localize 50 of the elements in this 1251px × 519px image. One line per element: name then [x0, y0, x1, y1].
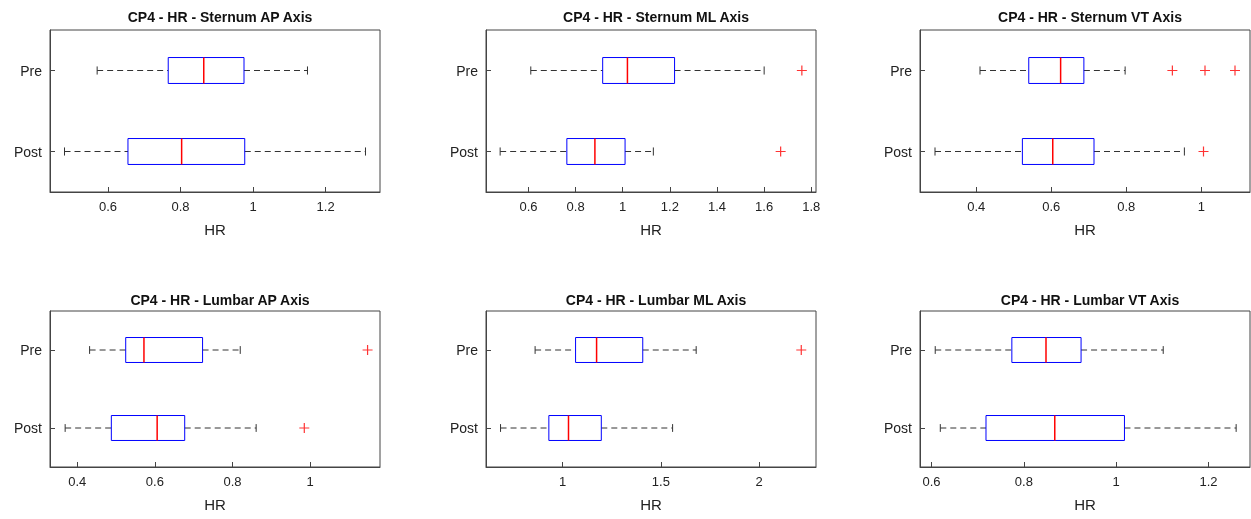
x-tick-label: 0.8	[566, 199, 585, 214]
y-tick-label: Pre	[456, 342, 479, 358]
chart-title: CP4 - HR - Sternum AP Axis	[127, 9, 313, 25]
y-tick-label: Post	[13, 420, 43, 436]
y-tick-label: Pre	[890, 62, 913, 79]
x-tick-label: 1	[558, 474, 567, 489]
x-tick-label: 0.6	[519, 199, 538, 214]
x-axis-title: HR	[204, 496, 226, 513]
x-tick-label: 0.4	[967, 199, 986, 214]
x-tick-label: 0.8	[1014, 474, 1033, 489]
x-tick-label: 0.8	[1117, 199, 1136, 214]
y-tick-label: Post	[883, 420, 913, 436]
y-tick-label: Post	[449, 143, 479, 160]
x-tick-label: 1	[619, 199, 627, 214]
y-tick-label: Pre	[20, 342, 43, 358]
x-tick-label: 0.8	[223, 474, 242, 489]
x-tick-label: 1	[249, 199, 257, 214]
x-axis-title: HR	[204, 221, 226, 238]
x-tick-label: 0.4	[68, 474, 87, 489]
x-tick-label: 0.8	[171, 199, 190, 214]
chart-title: CP4 - HR - Lumbar VT Axis	[1000, 292, 1180, 308]
x-tick-label: 0.6	[98, 199, 118, 214]
x-tick-label: 1.6	[755, 199, 774, 214]
x-tick-label: 1.2	[316, 199, 335, 214]
x-axis-title: HR	[640, 221, 662, 238]
y-tick-label: Pre	[20, 62, 43, 79]
y-tick-label: Pre	[890, 342, 913, 358]
x-tick-label: 1.2	[1199, 474, 1218, 489]
y-tick-label: Post	[883, 143, 913, 160]
x-axis-title: HR	[1074, 496, 1096, 513]
x-axis-title: HR	[1074, 221, 1096, 238]
x-tick-label: 1	[1197, 199, 1205, 214]
chart-title: CP4 - HR - Lumbar ML Axis	[565, 292, 747, 308]
chart-title: CP4 - HR - Sternum VT Axis	[998, 9, 1183, 25]
y-tick-label: Pre	[456, 62, 479, 79]
x-tick-label: 1.5	[651, 474, 670, 489]
chart-title: CP4 - HR - Sternum ML Axis	[563, 9, 750, 25]
y-tick-label: Post	[449, 420, 479, 436]
x-tick-label: 0.6	[1042, 199, 1061, 214]
chart-title: CP4 - HR - Lumbar AP Axis	[130, 292, 310, 308]
x-tick-label: 1.2	[660, 199, 679, 214]
x-tick-label: 0.6	[922, 474, 941, 489]
y-tick-label: Post	[13, 143, 43, 160]
x-tick-label: 0.6	[145, 474, 164, 489]
x-tick-label: 2	[755, 474, 763, 489]
x-axis-title: HR	[640, 496, 662, 513]
x-tick-label: 1	[1112, 474, 1120, 489]
x-tick-label: 1.8	[802, 199, 821, 214]
x-tick-label: 1	[306, 474, 314, 489]
x-tick-label: 1.4	[707, 199, 727, 214]
